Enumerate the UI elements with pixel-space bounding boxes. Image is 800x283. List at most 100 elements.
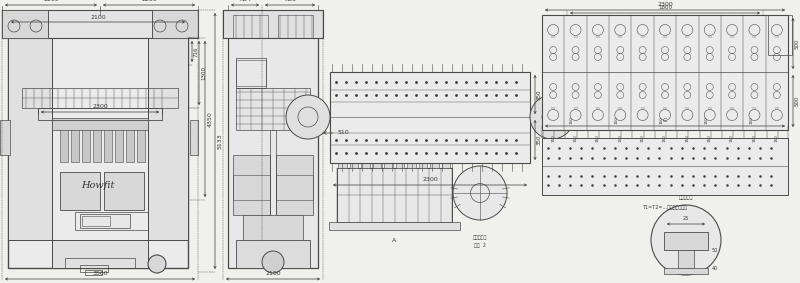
- Circle shape: [651, 205, 721, 275]
- Bar: [104, 172, 144, 210]
- Bar: [350, 156, 358, 168]
- Text: 150: 150: [596, 134, 600, 142]
- Text: 150: 150: [708, 134, 712, 142]
- Bar: [82, 216, 110, 226]
- Bar: [223, 10, 323, 38]
- Bar: [236, 58, 266, 88]
- Text: 150: 150: [753, 134, 757, 142]
- Bar: [228, 15, 318, 268]
- Text: 25: 25: [683, 216, 689, 221]
- Text: 1300: 1300: [201, 66, 206, 80]
- Bar: [71, 128, 79, 162]
- Bar: [678, 250, 694, 268]
- Text: 150: 150: [574, 134, 578, 142]
- Bar: [190, 120, 198, 155]
- Text: 150: 150: [615, 116, 619, 124]
- Text: K34: K34: [239, 0, 251, 2]
- Bar: [361, 156, 370, 168]
- Bar: [80, 214, 130, 228]
- Text: 150: 150: [551, 134, 555, 142]
- Text: 150: 150: [730, 134, 734, 142]
- Circle shape: [530, 95, 574, 139]
- Text: 3560: 3560: [92, 271, 108, 276]
- Text: 1800: 1800: [658, 5, 672, 10]
- Bar: [48, 10, 152, 38]
- Bar: [233, 155, 270, 215]
- Text: 350: 350: [537, 135, 542, 145]
- Text: T1=T2=...（均等ピッチ）: T1=T2=...（均等ピッチ）: [642, 205, 687, 209]
- Text: 2300: 2300: [92, 104, 108, 109]
- Text: 150: 150: [660, 116, 664, 124]
- Bar: [430, 156, 438, 168]
- Circle shape: [148, 255, 166, 273]
- Bar: [75, 212, 148, 230]
- Text: K35: K35: [284, 0, 296, 2]
- Text: 40: 40: [712, 265, 718, 271]
- Bar: [60, 172, 100, 210]
- Text: 倍率  2: 倍率 2: [474, 243, 486, 248]
- Text: A: A: [392, 237, 397, 243]
- Bar: [270, 130, 276, 240]
- Bar: [330, 72, 530, 163]
- Circle shape: [453, 166, 507, 220]
- Bar: [276, 155, 313, 215]
- Bar: [115, 128, 123, 162]
- Text: Howfit: Howfit: [82, 181, 114, 190]
- Bar: [60, 128, 68, 162]
- Text: 150: 150: [641, 134, 645, 142]
- Text: 150: 150: [570, 116, 574, 124]
- Text: 4350: 4350: [208, 111, 213, 127]
- Text: 500: 500: [795, 96, 800, 106]
- Bar: [233, 175, 270, 200]
- Bar: [337, 168, 452, 222]
- Bar: [52, 38, 148, 240]
- Bar: [664, 268, 708, 274]
- Text: 50: 50: [712, 248, 718, 252]
- Bar: [52, 240, 148, 268]
- Text: 150: 150: [775, 134, 779, 142]
- Bar: [8, 15, 188, 268]
- Text: 350: 350: [537, 89, 542, 100]
- Text: 716: 716: [194, 46, 199, 57]
- Bar: [407, 156, 415, 168]
- Bar: [104, 128, 112, 162]
- Text: 2200: 2200: [43, 0, 59, 2]
- Bar: [2, 10, 198, 38]
- Bar: [236, 60, 266, 86]
- Bar: [373, 156, 381, 168]
- Text: 2200: 2200: [141, 0, 157, 2]
- Text: 150: 150: [663, 134, 667, 142]
- Bar: [664, 232, 708, 250]
- Bar: [542, 138, 788, 195]
- Text: 断面ﾗｲﾝ: 断面ﾗｲﾝ: [473, 235, 487, 241]
- Text: 2300: 2300: [657, 2, 673, 7]
- Bar: [338, 156, 346, 168]
- Bar: [276, 175, 313, 200]
- Bar: [442, 156, 450, 168]
- Text: 500: 500: [795, 38, 800, 49]
- Bar: [329, 222, 460, 230]
- Text: 150: 150: [705, 116, 709, 124]
- Circle shape: [286, 95, 330, 139]
- Text: 150: 150: [618, 134, 622, 142]
- Bar: [236, 88, 310, 130]
- Bar: [243, 215, 303, 240]
- Bar: [418, 156, 427, 168]
- Bar: [22, 88, 178, 108]
- Circle shape: [262, 251, 284, 273]
- Bar: [2, 10, 48, 38]
- Bar: [93, 128, 101, 162]
- Text: 2100: 2100: [90, 15, 106, 20]
- Bar: [82, 128, 90, 162]
- Bar: [278, 15, 313, 38]
- Text: 150: 150: [750, 116, 754, 124]
- Bar: [80, 265, 108, 272]
- Text: 150: 150: [686, 134, 690, 142]
- Text: 断面ﾗｲﾝ: 断面ﾗｲﾝ: [679, 194, 693, 200]
- Bar: [236, 240, 310, 268]
- Bar: [38, 108, 162, 120]
- Bar: [152, 10, 198, 38]
- Bar: [52, 118, 148, 130]
- Bar: [542, 15, 788, 130]
- Text: 510: 510: [338, 130, 350, 136]
